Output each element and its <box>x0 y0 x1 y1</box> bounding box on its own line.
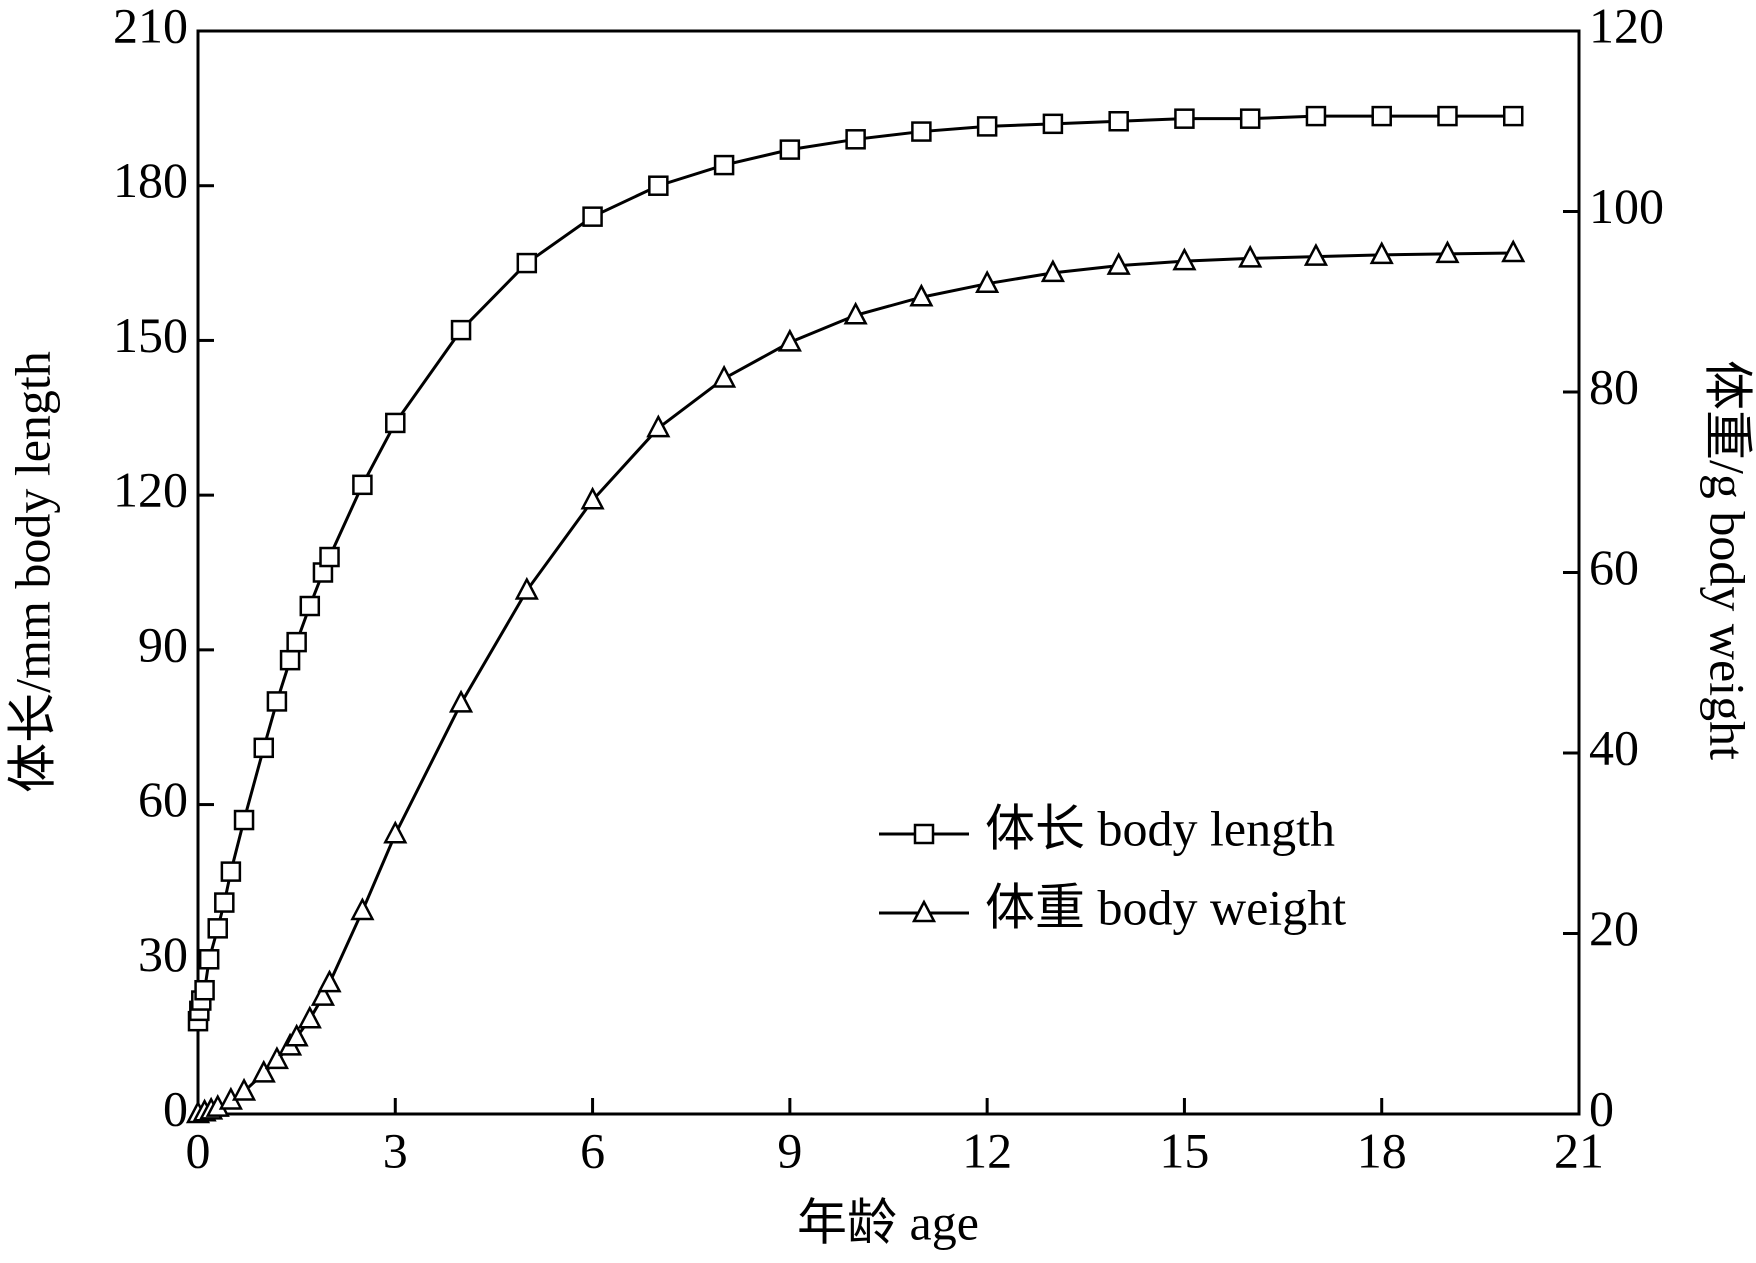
data-point <box>317 969 342 993</box>
data-point <box>448 689 474 713</box>
data-point <box>231 1077 257 1101</box>
data-point <box>1369 241 1394 265</box>
x-tick-label: 9 <box>777 1122 802 1178</box>
x-tick-label: 3 <box>383 1122 408 1178</box>
y2-tick-label: 40 <box>1589 719 1639 775</box>
x-tick-label: 18 <box>1357 1122 1407 1178</box>
data-point <box>1040 259 1065 283</box>
data-point <box>1172 247 1197 271</box>
data-point <box>279 649 301 671</box>
data-point <box>1239 108 1261 129</box>
data-point <box>1435 240 1460 264</box>
data-point <box>450 319 472 341</box>
y2-tick-label: 60 <box>1589 539 1639 595</box>
data-point <box>1305 105 1327 127</box>
y-tick-label: 90 <box>138 616 188 672</box>
data-point <box>1042 113 1064 135</box>
data-point <box>350 897 375 921</box>
data-point <box>319 546 340 568</box>
y-tick-label: 120 <box>113 462 188 518</box>
data-point <box>251 1059 276 1083</box>
data-point <box>266 691 288 712</box>
data-point <box>383 820 408 844</box>
y2-tick-label: 80 <box>1589 358 1639 414</box>
data-point <box>1437 105 1458 127</box>
y2-tick-label: 20 <box>1589 900 1639 956</box>
data-point <box>1174 108 1195 129</box>
data-point <box>1371 105 1392 127</box>
data-point <box>911 121 932 142</box>
data-point <box>843 301 868 325</box>
data-point <box>299 595 321 617</box>
x-tick-label: 6 <box>580 1122 605 1178</box>
legend-marker <box>911 899 937 923</box>
data-point <box>284 1023 309 1047</box>
data-point <box>582 206 603 227</box>
y2-tick-label: 100 <box>1589 178 1664 234</box>
y-tick-label: 210 <box>113 0 188 53</box>
y-tick-label: 60 <box>138 771 188 827</box>
data-point <box>975 270 1000 293</box>
data-point <box>253 737 275 759</box>
y2-axis-label: 体重/g body weight <box>1700 360 1756 760</box>
x-tick-label: 0 <box>186 1122 211 1178</box>
data-point <box>385 412 406 434</box>
data-point <box>777 328 802 352</box>
x-axis-label: 年龄 age <box>797 1194 979 1250</box>
data-point <box>297 1005 322 1029</box>
data-point <box>1303 242 1329 266</box>
legend-marker <box>913 823 935 845</box>
y2-tick-label: 0 <box>1589 1080 1614 1136</box>
x-tick-label: 15 <box>1159 1122 1209 1178</box>
y-axis-label: 体长/mm body length <box>4 351 60 793</box>
data-point <box>1502 105 1524 127</box>
data-point <box>646 414 671 438</box>
y-tick-label: 30 <box>138 926 188 982</box>
data-point <box>1238 244 1263 268</box>
y-tick-label: 150 <box>113 307 188 363</box>
legend-label: 体重 body weight <box>985 879 1346 935</box>
y-tick-label: 180 <box>113 152 188 208</box>
data-point <box>845 129 866 150</box>
data-point <box>976 116 998 137</box>
y-tick-label: 0 <box>163 1080 188 1136</box>
data-point <box>264 1046 289 1070</box>
y2-tick-label: 120 <box>1589 0 1664 53</box>
data-point <box>514 576 539 600</box>
data-point <box>712 364 737 388</box>
data-point <box>220 861 242 882</box>
data-point <box>713 154 735 176</box>
plot-frame <box>196 29 1581 1116</box>
data-point <box>909 283 934 307</box>
data-point <box>198 949 220 970</box>
data-point <box>286 631 307 653</box>
data-point <box>1501 239 1526 263</box>
series-line <box>197 251 1514 1116</box>
data-point <box>207 918 228 939</box>
data-point <box>214 892 235 913</box>
data-point <box>648 175 669 196</box>
data-point <box>233 809 255 831</box>
legend-label: 体长 body length <box>985 800 1335 856</box>
data-point <box>580 486 605 510</box>
data-point <box>1106 251 1131 275</box>
data-point <box>1108 111 1129 132</box>
data-point <box>194 979 215 1001</box>
data-point <box>516 252 538 274</box>
data-point <box>779 139 801 160</box>
x-tick-label: 12 <box>962 1122 1012 1178</box>
x-tick-label: 21 <box>1554 1122 1604 1178</box>
data-point <box>352 474 373 496</box>
data-point <box>310 982 336 1006</box>
